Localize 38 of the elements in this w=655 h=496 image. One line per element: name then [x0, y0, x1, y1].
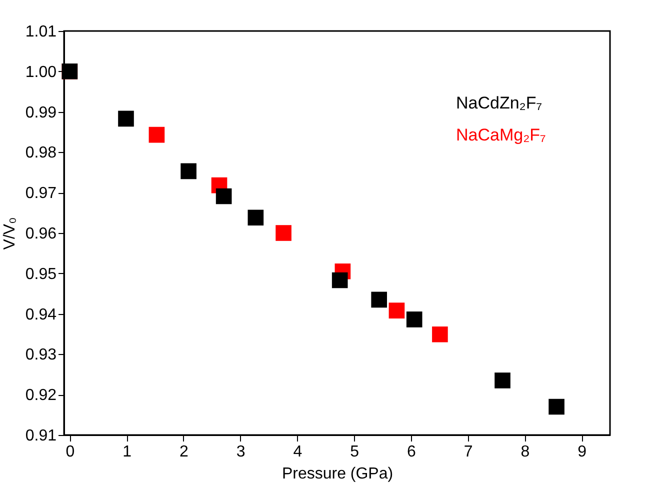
y-tick-label: 1.00	[25, 64, 57, 81]
x-tick-label: 2	[179, 444, 188, 460]
y-tick-label: 0.99	[25, 104, 57, 122]
text: NaCdZn₂F₇	[456, 94, 542, 112]
point	[276, 225, 292, 241]
point	[118, 110, 134, 127]
y-tick-label: 1.01	[25, 24, 57, 40]
x-tick-label: 5	[350, 444, 360, 460]
point	[180, 163, 196, 180]
point	[148, 126, 165, 143]
text: NaCaMg₂F₇	[456, 126, 546, 144]
point	[371, 292, 387, 308]
y-tick-label: 0.91	[25, 428, 57, 444]
point	[548, 398, 564, 415]
point	[248, 210, 264, 226]
point	[388, 302, 405, 318]
y-tick-label: 0.97	[25, 185, 57, 202]
point	[432, 326, 448, 342]
y-tick-label: 0.94	[25, 306, 57, 324]
x-tick-label: 3	[236, 444, 246, 460]
x-tick-label: 0	[66, 444, 75, 460]
x-tick-label: 9	[578, 444, 587, 460]
y-tick-label: 0.95	[25, 266, 57, 283]
y-tick-label: 0.92	[25, 387, 57, 404]
y-tick-label: 0.93	[25, 346, 57, 364]
x-axis-title: Pressure (GPa)	[282, 466, 394, 482]
point	[494, 372, 510, 388]
y-tick-label: 0.98	[25, 144, 57, 162]
point	[216, 188, 232, 204]
x-tick-label: 4	[293, 444, 302, 460]
x-tick-label: 7	[464, 444, 473, 460]
x-tick-label: 6	[406, 444, 416, 460]
x-tick-label: 1	[122, 444, 132, 460]
point	[332, 272, 348, 288]
point	[406, 312, 422, 328]
y-tick-label: 0.96	[25, 226, 57, 242]
y-axis-title: V/V₀	[1, 217, 18, 250]
x-tick-label: 8	[520, 444, 530, 460]
